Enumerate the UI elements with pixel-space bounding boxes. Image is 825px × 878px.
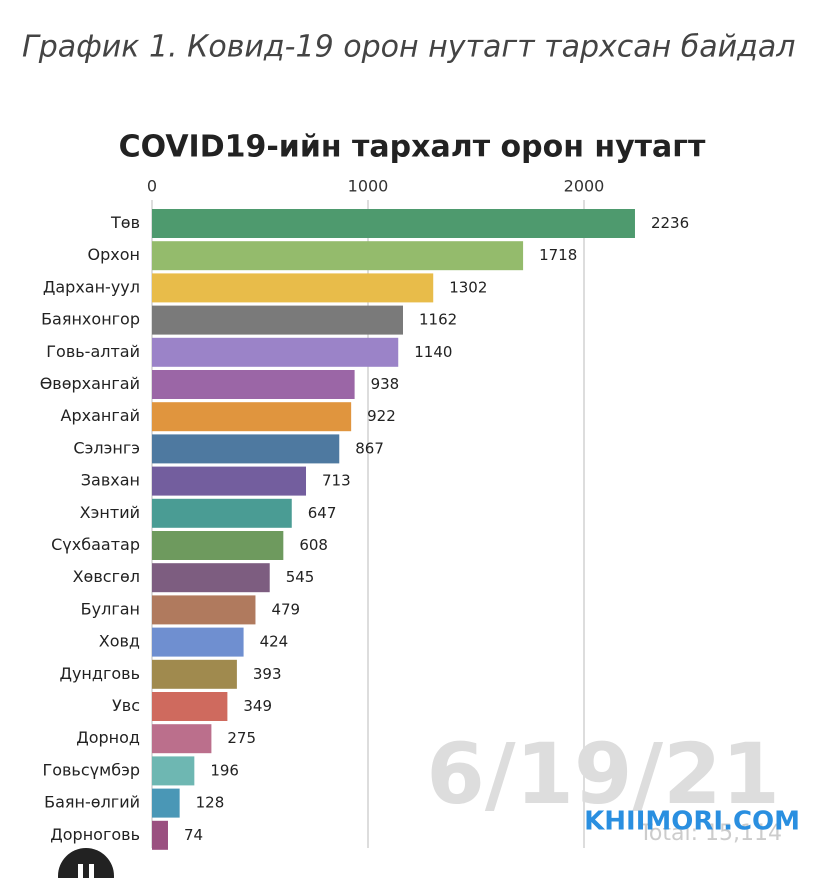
- bar: [152, 273, 434, 303]
- category-label: Дархан-уул: [43, 277, 140, 296]
- value-label: 275: [227, 729, 256, 747]
- value-label: 479: [271, 600, 300, 618]
- pause-icon: [89, 864, 94, 878]
- bar: [152, 563, 270, 593]
- category-label: Завхан: [81, 471, 140, 490]
- category-label: Баян-өлгий: [44, 793, 140, 812]
- bar: [152, 531, 284, 560]
- value-label: 424: [260, 633, 289, 651]
- value-label: 938: [371, 375, 400, 393]
- value-label: 196: [210, 761, 239, 779]
- category-label: Өвөрхангай: [40, 374, 140, 393]
- bar: [152, 692, 228, 721]
- bar: [152, 241, 524, 271]
- category-label: Булган: [81, 599, 140, 618]
- category-label: Дундговь: [59, 664, 140, 683]
- date-label: 6/19/21: [426, 725, 780, 823]
- value-label: 1162: [419, 311, 457, 329]
- bar: [152, 595, 256, 625]
- bar: [152, 788, 180, 818]
- x-tick-label: 1000: [348, 177, 389, 196]
- category-label: Орхон: [88, 245, 140, 264]
- category-label: Хэнтий: [80, 503, 140, 522]
- category-label: Дорноговь: [50, 825, 140, 844]
- value-label: 393: [253, 665, 282, 683]
- bar: [152, 724, 212, 754]
- bar: [152, 209, 635, 238]
- heading: График 1. Ковид-19 орон нутагт тархсан б…: [22, 30, 795, 65]
- bar: [152, 337, 399, 367]
- pause-button[interactable]: [58, 848, 114, 878]
- value-label: 74: [184, 826, 203, 844]
- value-label: 128: [196, 794, 225, 812]
- value-label: 608: [299, 536, 328, 554]
- category-label: Баянхонгор: [41, 310, 140, 329]
- value-label: 922: [367, 407, 396, 425]
- category-label: Архангай: [61, 406, 140, 425]
- category-label: Говьсүмбэр: [42, 760, 140, 779]
- value-label: 1302: [449, 278, 487, 296]
- bar: [152, 659, 237, 689]
- x-tick-label: 0: [147, 177, 157, 196]
- category-label: Говь-алтай: [46, 342, 140, 361]
- category-label: Ховд: [99, 632, 140, 651]
- category-label: Дорнод: [76, 728, 140, 747]
- bar: [152, 756, 195, 786]
- pause-icon: [78, 864, 83, 878]
- value-label: 1718: [539, 246, 577, 264]
- bar: [152, 305, 403, 335]
- category-label: Увс: [112, 696, 140, 715]
- value-label: 1140: [414, 343, 452, 361]
- x-tick-label: 2000: [564, 177, 605, 196]
- watermark: KHIIMORI.COM: [584, 807, 800, 837]
- bar: [152, 466, 307, 496]
- category-label: Хөвсгөл: [73, 567, 140, 586]
- value-label: 545: [286, 568, 315, 586]
- value-label: 349: [243, 697, 272, 715]
- bar: [152, 434, 340, 464]
- value-label: 867: [355, 439, 384, 457]
- bar: [152, 627, 244, 657]
- chart-title: COVID19-ийн тархалт орон нутагт: [119, 130, 706, 165]
- total-label: Total: 15,114: [638, 821, 782, 846]
- category-label: Сүхбаатар: [51, 535, 140, 554]
- bar: [152, 370, 355, 399]
- value-label: 2236: [651, 214, 689, 232]
- bar: [152, 820, 168, 850]
- bar: [152, 402, 352, 432]
- value-label: 647: [308, 504, 337, 522]
- category-label: Сэлэнгэ: [73, 438, 140, 457]
- category-label: Төв: [110, 213, 140, 232]
- value-label: 713: [322, 472, 351, 490]
- bar: [152, 498, 292, 528]
